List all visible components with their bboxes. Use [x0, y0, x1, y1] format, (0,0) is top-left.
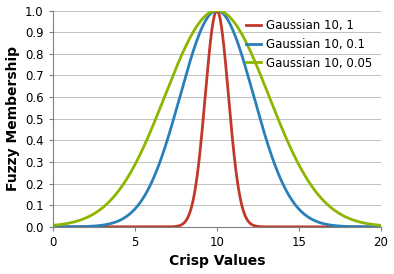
Gaussian 10, 0.05	[67, 221, 72, 225]
Gaussian 10, 1	[309, 225, 314, 229]
Gaussian 10, 0.1	[379, 225, 383, 229]
Gaussian 10, 0.1	[50, 225, 55, 229]
Gaussian 10, 0.05	[369, 223, 374, 226]
Gaussian 10, 0.05	[379, 224, 383, 227]
Gaussian 10, 1	[67, 225, 72, 229]
Line: Gaussian 10, 0.05: Gaussian 10, 0.05	[53, 11, 381, 226]
Gaussian 10, 0.05	[50, 224, 55, 227]
Gaussian 10, 0.1	[369, 225, 374, 229]
Gaussian 10, 1	[201, 112, 206, 115]
Gaussian 10, 1	[369, 225, 374, 229]
Gaussian 10, 0.05	[214, 9, 219, 12]
Gaussian 10, 0.05	[309, 184, 314, 187]
Gaussian 10, 1	[50, 225, 55, 229]
Gaussian 10, 0.1	[210, 10, 215, 14]
Line: Gaussian 10, 1: Gaussian 10, 1	[53, 11, 381, 227]
Legend: Gaussian 10, 1, Gaussian 10, 0.1, Gaussian 10, 0.05: Gaussian 10, 1, Gaussian 10, 0.1, Gaussi…	[244, 16, 375, 72]
Gaussian 10, 1	[379, 225, 383, 229]
Gaussian 10, 0.1	[201, 22, 206, 26]
Gaussian 10, 0.1	[309, 217, 314, 221]
Gaussian 10, 1	[210, 25, 215, 28]
Y-axis label: Fuzzy Membership: Fuzzy Membership	[6, 46, 20, 191]
Gaussian 10, 0.1	[214, 9, 219, 12]
Gaussian 10, 0.1	[67, 225, 72, 229]
Line: Gaussian 10, 0.1: Gaussian 10, 0.1	[53, 11, 381, 227]
Gaussian 10, 0.1	[369, 225, 374, 229]
Gaussian 10, 1	[214, 9, 219, 12]
Gaussian 10, 0.05	[369, 223, 374, 226]
Gaussian 10, 0.05	[201, 16, 206, 19]
Gaussian 10, 1	[369, 225, 374, 229]
X-axis label: Crisp Values: Crisp Values	[169, 255, 265, 269]
Gaussian 10, 0.05	[210, 10, 215, 13]
